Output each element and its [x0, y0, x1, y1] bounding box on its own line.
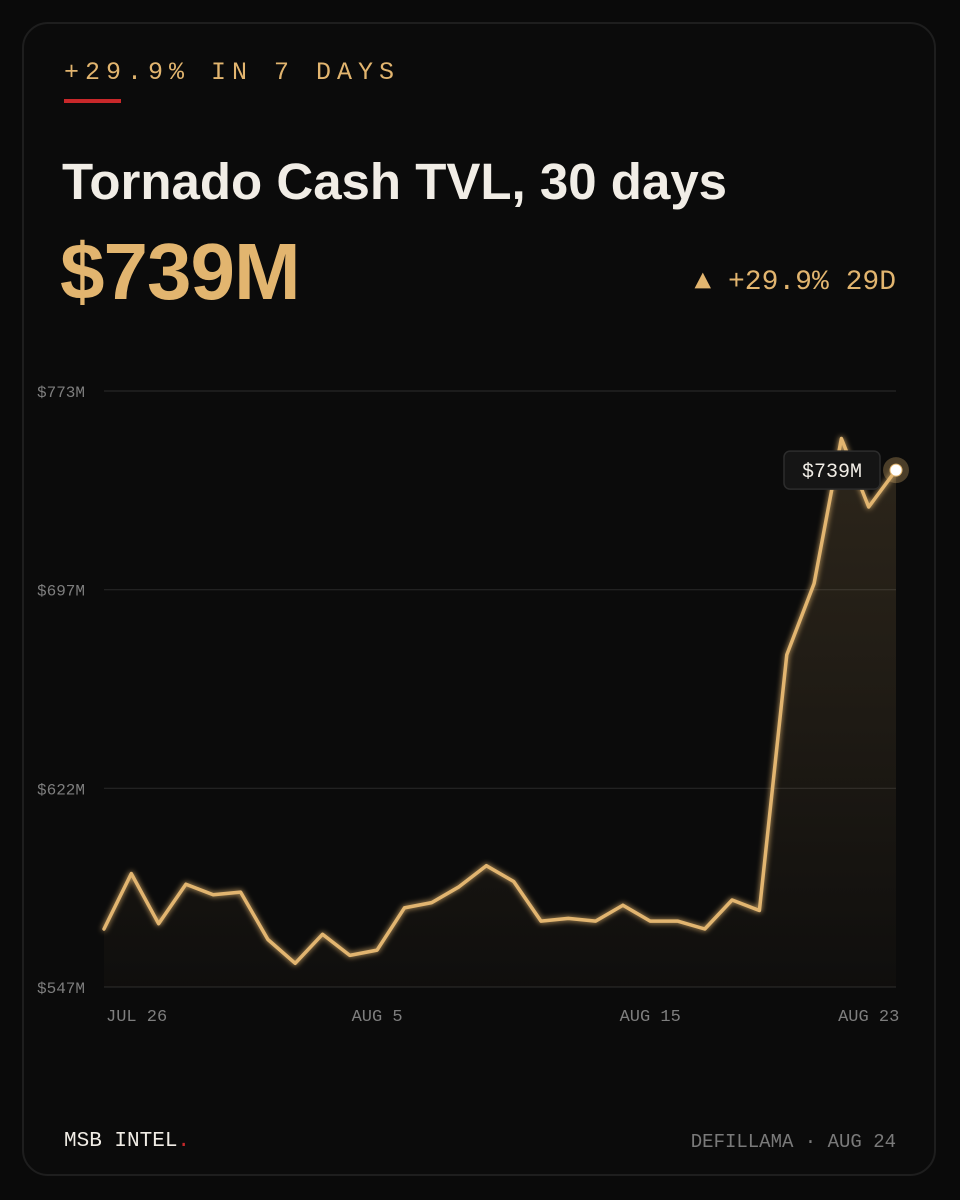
- x-tick-label: AUG 23: [838, 1008, 899, 1027]
- last-point-marker: [889, 463, 903, 477]
- source-label: DEFILLAMA · AUG 24: [690, 1131, 896, 1153]
- y-tick-label: $773M: [37, 384, 85, 402]
- y-tick-label: $697M: [37, 583, 85, 601]
- current-value: $739M: [60, 227, 301, 316]
- tvl-series-line: [102, 436, 898, 966]
- kicker-underline: [64, 99, 121, 103]
- y-tick-label: $547M: [37, 980, 85, 998]
- x-tick-label: JUL 26: [106, 1008, 167, 1027]
- brand-name: MSB INTEL: [64, 1130, 178, 1153]
- brand-label: MSB INTEL.: [64, 1130, 190, 1153]
- y-tick-label: $622M: [37, 781, 85, 799]
- brand-dot: .: [177, 1130, 191, 1153]
- value-callout-label: $739M: [802, 461, 862, 484]
- kicker-label: +29.9% IN 7 DAYS: [64, 58, 401, 87]
- x-tick-label: AUG 5: [352, 1008, 403, 1027]
- tvl-area-fill: [104, 438, 896, 987]
- chart-title: Tornado Cash TVL, 30 days: [62, 153, 728, 210]
- value-callout-box: [783, 450, 881, 490]
- x-tick-label: AUG 15: [620, 1008, 681, 1027]
- change-indicator: ▲ +29.9% 29D: [694, 267, 896, 298]
